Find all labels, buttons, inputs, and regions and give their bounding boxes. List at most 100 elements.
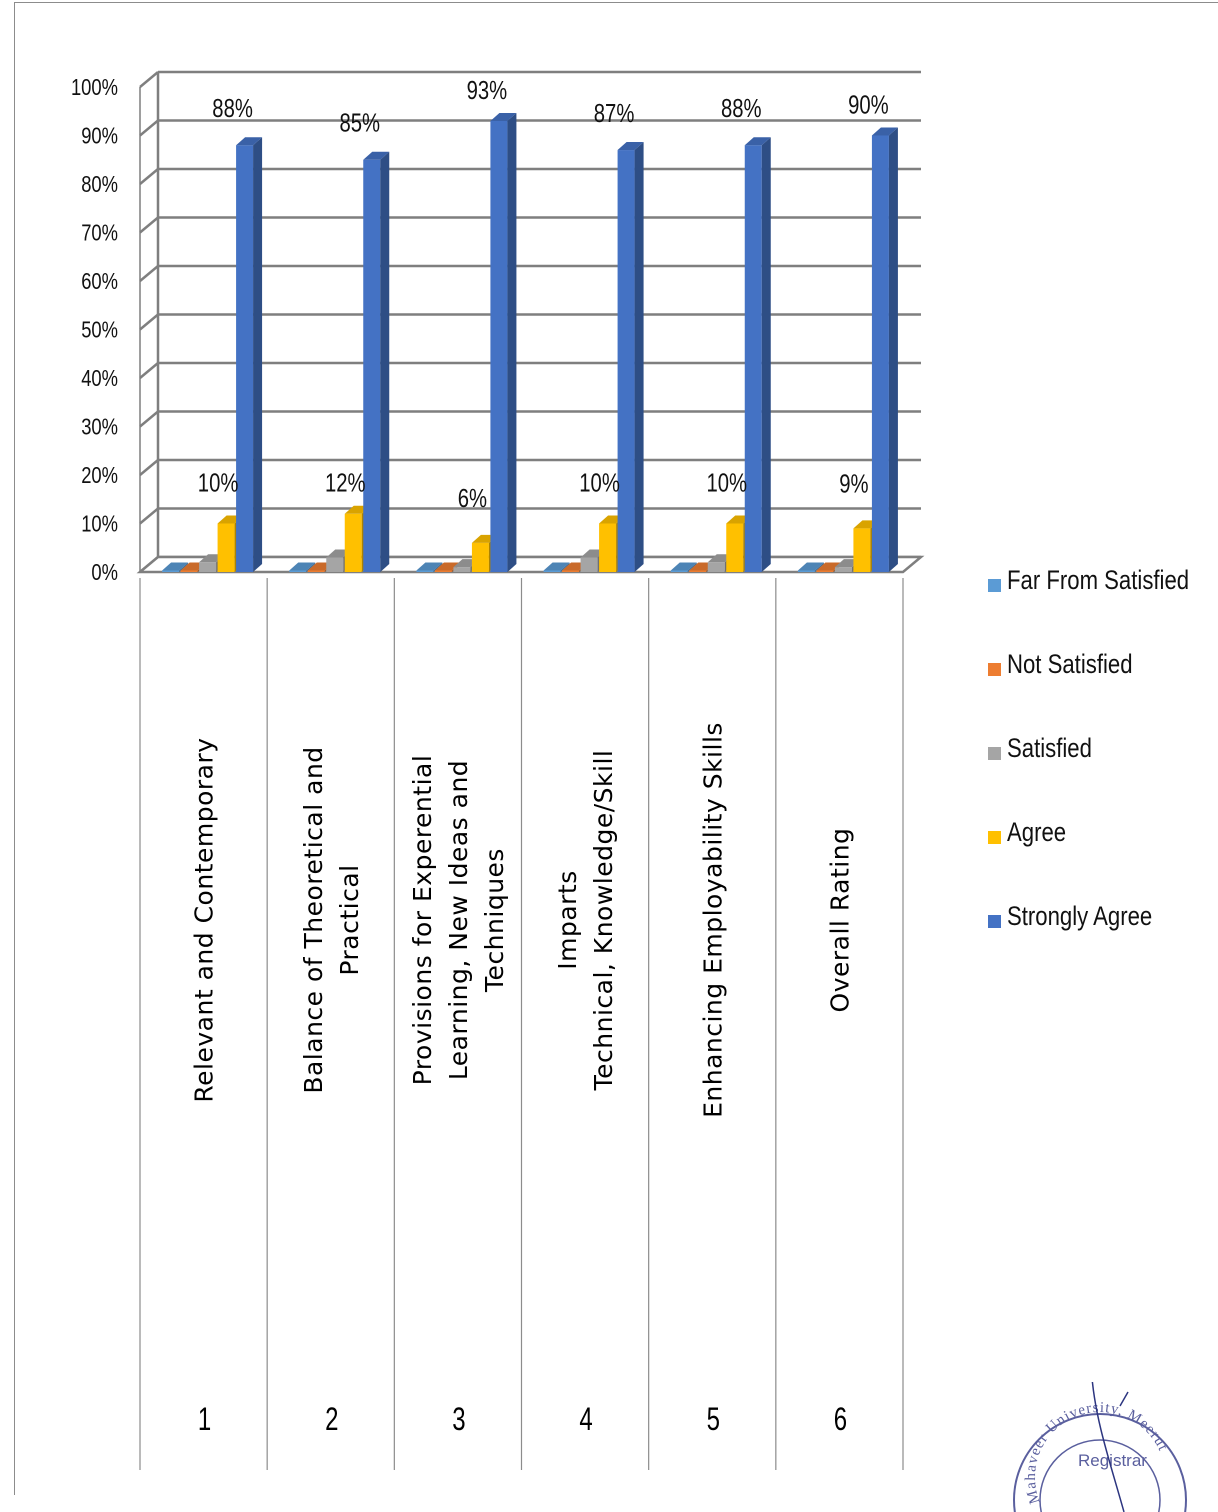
- bar-side-4-0: [253, 137, 262, 572]
- gridline-side: [140, 266, 158, 281]
- y-tick-label: 0%: [91, 560, 118, 585]
- gridline-side: [140, 169, 158, 184]
- bar-1-5: [816, 571, 833, 573]
- data-labels: 10% 88% 12% 85% 6% 93% 10% 87% 10% 88% 9% 90%: [198, 76, 889, 513]
- category-table: Relevant and Contemporary 1 Balance of The…: [140, 578, 903, 1470]
- bar-2-3: [581, 557, 598, 572]
- bar-1-1: [308, 571, 325, 573]
- gridline-side: [140, 460, 158, 475]
- legend-label: Strongly Agree: [1007, 901, 1152, 932]
- legend-swatch: [988, 915, 1001, 928]
- category-label: Practical: [335, 864, 364, 975]
- bar-4-2: [490, 121, 507, 572]
- data-label: 93%: [467, 76, 508, 105]
- bar-side-4-3: [635, 142, 644, 572]
- gridline-side: [140, 509, 158, 524]
- bar-0-4: [671, 571, 688, 573]
- legend-label: Far From Satisfied: [1007, 565, 1189, 596]
- bar-2-5: [835, 567, 852, 572]
- data-label: 87%: [594, 99, 635, 128]
- gridline-side: [140, 412, 158, 427]
- category-number: 4: [579, 1401, 592, 1437]
- y-tick-label: 40%: [81, 366, 118, 391]
- gridline-side: [140, 315, 158, 330]
- bar-side-4-5: [889, 128, 898, 573]
- bar-4-4: [745, 145, 762, 572]
- bar-2-4: [708, 562, 725, 572]
- data-label: 85%: [339, 108, 380, 137]
- y-tick-label: 50%: [81, 318, 118, 343]
- legend-item-not-satisfied: Not Satisfied: [988, 649, 1218, 733]
- category-label: Learning, New Ideas and: [444, 760, 473, 1080]
- bar-1-2: [435, 571, 452, 573]
- bar-3-5: [853, 528, 870, 572]
- bar-4-1: [363, 160, 380, 572]
- bar-1-3: [562, 571, 579, 573]
- bar-0-3: [544, 571, 561, 573]
- bars: [162, 113, 898, 572]
- y-tick-label: 100%: [71, 75, 118, 100]
- legend-item-agree: Agree: [988, 817, 1218, 901]
- category-number: 6: [834, 1401, 847, 1437]
- legend-item-strongly-agree: Strongly Agree: [988, 901, 1218, 985]
- data-label: 90%: [848, 90, 889, 119]
- data-label: 10%: [706, 468, 747, 497]
- bar-1-0: [181, 571, 198, 573]
- category-label: Enhancing Employability Skills: [698, 722, 727, 1118]
- y-tick-label: 60%: [81, 269, 118, 294]
- y-tick-label: 20%: [81, 463, 118, 488]
- bar-1-4: [689, 571, 706, 573]
- legend-item-satisfied: Satisfied: [988, 733, 1218, 817]
- y-axis-ticks: 0%10%20%30%40%50%60%70%80%90%100%: [71, 75, 118, 585]
- category-number: 5: [707, 1401, 720, 1437]
- bar-4-0: [236, 145, 253, 572]
- registrar-seal-stamp: Mahaveer University, Meerut Registrar: [1000, 1382, 1200, 1512]
- category-label: Balance of Theoretical and: [299, 746, 328, 1093]
- bar-3-4: [726, 524, 743, 573]
- legend-label: Not Satisfied: [1007, 649, 1133, 680]
- bar-3-2: [472, 543, 489, 572]
- bar-0-1: [289, 571, 306, 573]
- bar-0-5: [798, 571, 815, 573]
- bar-0-2: [416, 571, 433, 573]
- gridline-side: [140, 363, 158, 378]
- category-label: Provisions for Experential: [408, 755, 437, 1086]
- bar-side-4-1: [380, 152, 389, 572]
- category-label: Techniques: [480, 848, 509, 993]
- bar-side-4-4: [762, 137, 771, 572]
- y-tick-label: 30%: [81, 415, 118, 440]
- category-number: 2: [325, 1401, 338, 1437]
- legend-swatch: [988, 831, 1001, 844]
- category-label: Overall Rating: [825, 828, 854, 1013]
- y-tick-label: 10%: [81, 512, 118, 537]
- legend-item-far-from-satisfied: Far From Satisfied: [988, 565, 1218, 649]
- category-label: Imparts: [553, 870, 582, 970]
- bar-4-3: [618, 150, 635, 572]
- bar-3-1: [345, 514, 362, 572]
- data-label: 88%: [212, 94, 253, 123]
- y-tick-label: 80%: [81, 172, 118, 197]
- bar-0-0: [162, 571, 179, 573]
- data-label: 88%: [721, 94, 762, 123]
- legend-swatch: [988, 747, 1001, 760]
- legend-label: Agree: [1007, 817, 1066, 848]
- bar-2-2: [453, 567, 470, 572]
- data-label: 9%: [839, 469, 868, 498]
- category-label: Technical, Knowledge/Skill: [589, 750, 618, 1092]
- legend-swatch: [988, 663, 1001, 676]
- category-number: 3: [452, 1401, 465, 1437]
- bar-3-0: [218, 524, 235, 573]
- data-label: 6%: [458, 483, 487, 512]
- legend-label: Satisfied: [1007, 733, 1092, 764]
- seal-icon: Mahaveer University, Meerut Registrar: [1000, 1382, 1200, 1512]
- gridline-side: [140, 72, 158, 87]
- bar-side-4-2: [507, 113, 516, 572]
- gridline-side: [140, 121, 158, 136]
- data-label: 12%: [325, 468, 366, 497]
- data-label: 10%: [579, 468, 620, 497]
- y-tick-label: 70%: [81, 221, 118, 246]
- bar-4-5: [872, 136, 889, 573]
- bar-2-0: [199, 562, 216, 572]
- bar-3-3: [599, 524, 616, 573]
- seal-center-text: Registrar: [1078, 1451, 1147, 1470]
